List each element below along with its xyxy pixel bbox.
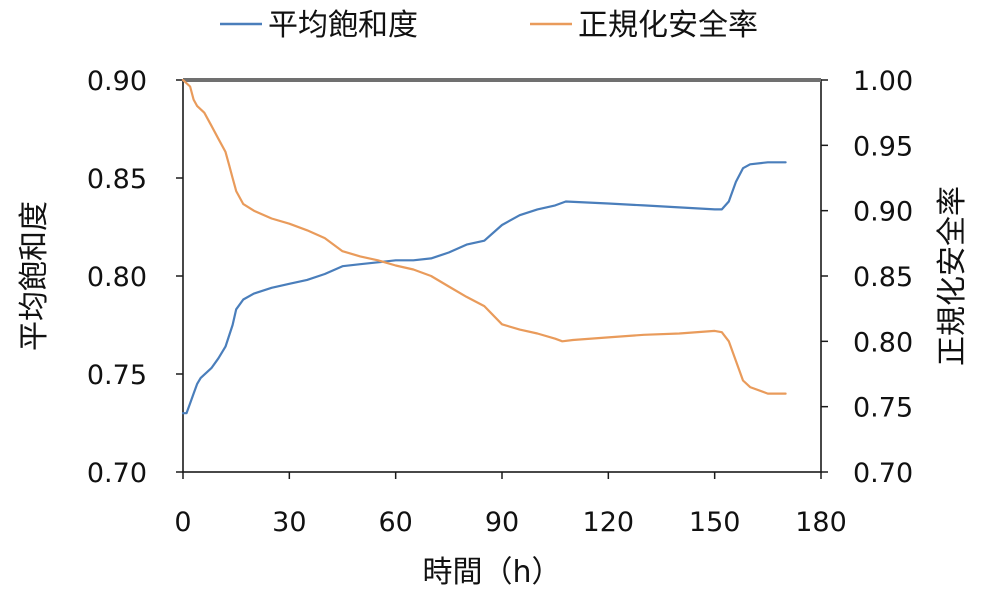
- plot-area: [182, 79, 822, 473]
- y-right-axis-title: 正規化安全率: [935, 186, 970, 366]
- x-tick-label: 150: [689, 507, 741, 538]
- x-tick-label: 0: [174, 507, 191, 538]
- x-axis-ticks: 0 30 60 90 120 150 180: [174, 472, 847, 538]
- y-right-tick-label: 0.85: [853, 262, 913, 293]
- y-right-tick-label: 0.90: [853, 197, 913, 228]
- legend-label-safety: 正規化安全率: [578, 8, 758, 43]
- y-left-tick-label: 0.85: [87, 164, 147, 195]
- x-tick-label: 90: [485, 507, 519, 538]
- y-left-tick-label: 0.90: [87, 66, 147, 97]
- x-tick-label: 120: [583, 507, 635, 538]
- y-right-tick-label: 0.80: [853, 327, 913, 358]
- series-lines: [181, 78, 787, 415]
- y-left-tick-label: 0.70: [87, 458, 147, 489]
- x-axis-title: 時間（h）: [422, 555, 561, 590]
- x-tick-label: 60: [378, 507, 412, 538]
- y-right-tick-label: 0.75: [853, 393, 913, 424]
- y-right-tick-label: 1.00: [853, 66, 913, 97]
- x-tick-label: 30: [272, 507, 306, 538]
- x-tick-label: 180: [795, 507, 847, 538]
- y-left-axis-ticks: 0.70 0.75 0.80 0.85 0.90: [87, 66, 183, 489]
- y-left-axis-title: 平均飽和度: [17, 201, 52, 351]
- y-right-axis-ticks: 0.70 0.75 0.80 0.85 0.90 0.95 1.00: [821, 66, 913, 489]
- series-line-saturation: [181, 161, 787, 415]
- y-left-tick-label: 0.75: [87, 360, 147, 391]
- legend-label-saturation: 平均飽和度: [268, 8, 418, 43]
- legend: 平均飽和度 正規化安全率: [220, 8, 758, 43]
- series-line-safety: [181, 78, 787, 395]
- y-right-tick-label: 0.70: [853, 458, 913, 489]
- y-right-tick-label: 0.95: [853, 131, 913, 162]
- y-left-tick-label: 0.80: [87, 262, 147, 293]
